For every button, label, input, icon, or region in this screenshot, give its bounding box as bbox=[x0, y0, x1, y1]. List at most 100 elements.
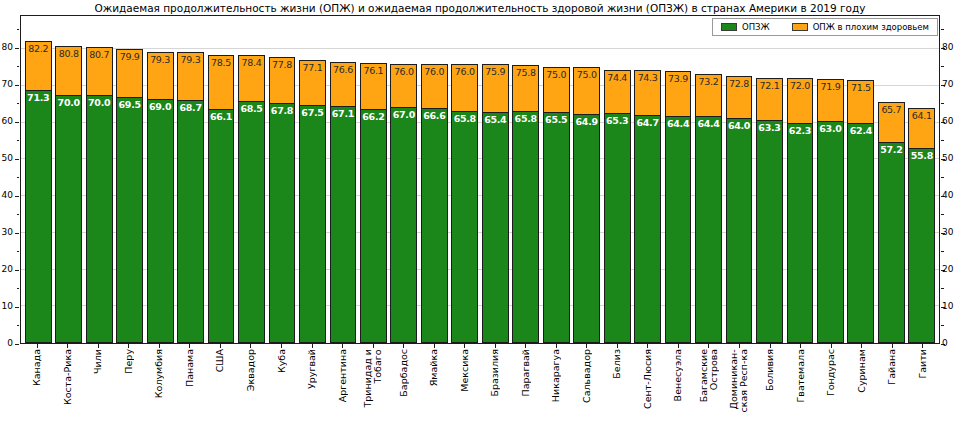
bar-segment-unhealthy: 74.3 bbox=[634, 70, 661, 116]
bar-segment-unhealthy: 77.8 bbox=[269, 57, 296, 104]
bar-slot: 76.066.6 bbox=[419, 16, 449, 343]
x-label-slot: Мексика bbox=[449, 349, 480, 426]
y-minor-tick bbox=[941, 251, 944, 252]
x-label-slot: Ямайка bbox=[419, 349, 450, 426]
x-axis-label: Аргентина bbox=[338, 349, 348, 402]
bar-segment-healthy: 69.0 bbox=[147, 100, 174, 343]
bar-segment-healthy: 69.5 bbox=[116, 98, 143, 343]
bar-total-label: 78.5 bbox=[209, 56, 234, 68]
legend-item: ОПЗЖ bbox=[721, 22, 770, 32]
x-axis-label: Гаити bbox=[918, 349, 928, 379]
y-tick bbox=[15, 270, 19, 271]
x-tick bbox=[525, 344, 526, 348]
bar-segment-unhealthy: 80.7 bbox=[86, 47, 113, 97]
x-tick bbox=[617, 344, 618, 348]
x-label-slot: Коста-Рика bbox=[53, 349, 84, 426]
x-tick bbox=[434, 344, 435, 348]
bar-segment-healthy: 65.5 bbox=[543, 113, 570, 343]
bar: 73.964.4 bbox=[665, 71, 692, 343]
bar-segment-healthy: 67.1 bbox=[330, 107, 357, 343]
bar-total-label: 76.0 bbox=[391, 65, 416, 77]
bar-total-label: 74.3 bbox=[635, 71, 660, 83]
x-tick bbox=[922, 344, 923, 348]
x-tick-slot bbox=[83, 344, 114, 348]
bar-total-label: 65.7 bbox=[879, 103, 904, 115]
y-tick bbox=[15, 196, 19, 197]
x-tick-slot bbox=[266, 344, 297, 348]
y-tick bbox=[15, 344, 19, 345]
bar-segment-healthy: 64.7 bbox=[634, 116, 661, 343]
bar-segment-healthy: 62.4 bbox=[847, 124, 874, 343]
x-tick-slot bbox=[388, 344, 419, 348]
x-tick-slot bbox=[327, 344, 358, 348]
x-tick bbox=[312, 344, 313, 348]
bar: 78.566.1 bbox=[208, 55, 235, 343]
legend-swatch-green bbox=[721, 23, 737, 31]
bar-segment-unhealthy: 79.3 bbox=[147, 52, 174, 100]
x-tick bbox=[281, 344, 282, 348]
x-tick-slot bbox=[785, 344, 816, 348]
x-label-slot: Панама bbox=[175, 349, 206, 426]
bar-segment-healthy: 64.4 bbox=[695, 117, 722, 343]
bar-segment-healthy: 57.2 bbox=[878, 143, 905, 343]
bar-slot: 76.065.8 bbox=[450, 16, 480, 343]
x-tick-slot bbox=[755, 344, 786, 348]
bar-slot: 79.969.5 bbox=[114, 16, 144, 343]
y-tick-label: 20 bbox=[942, 264, 960, 275]
x-axis-label: Доминикан- ская Респ-ка bbox=[729, 349, 749, 413]
y-tick-label: 70 bbox=[942, 79, 960, 90]
bar-segment-unhealthy: 80.8 bbox=[55, 46, 82, 96]
bar-segment-healthy: 70.0 bbox=[55, 96, 82, 343]
x-axis-labels: КанадаКоста-РикаЧилиПеруКолумбияПанамаСШ… bbox=[20, 349, 940, 426]
bar-healthy-label: 68.7 bbox=[178, 101, 203, 113]
bar-healthy-label: 57.2 bbox=[879, 143, 904, 155]
bar-segment-unhealthy: 76.1 bbox=[360, 63, 387, 110]
x-axis-label: Барбадос bbox=[399, 349, 409, 397]
x-axis-label: Гондурас bbox=[826, 349, 836, 396]
x-tick bbox=[98, 344, 99, 348]
x-label-slot: Сальвадор bbox=[572, 349, 603, 426]
x-label-slot: Перу bbox=[114, 349, 145, 426]
bar-total-label: 75.0 bbox=[574, 68, 599, 80]
x-tick-slot bbox=[22, 344, 53, 348]
bar-slot: 82.271.3 bbox=[23, 16, 53, 343]
bar-total-label: 73.9 bbox=[666, 72, 691, 84]
bar-slot: 71.963.0 bbox=[815, 16, 845, 343]
bar-slot: 76.067.0 bbox=[389, 16, 419, 343]
x-axis-label: Чили bbox=[93, 349, 103, 374]
bar-segment-unhealthy: 76.0 bbox=[390, 64, 417, 108]
x-label-slot: Канада bbox=[22, 349, 53, 426]
y-tick bbox=[15, 48, 19, 49]
bar-segment-healthy: 62.3 bbox=[787, 124, 814, 343]
y-minor-tick bbox=[17, 251, 20, 252]
bar-segment-unhealthy: 71.5 bbox=[847, 80, 874, 124]
bar-total-label: 76.0 bbox=[452, 65, 477, 77]
x-label-slot: Сент-Люсия bbox=[633, 349, 664, 426]
bar-healthy-label: 64.4 bbox=[696, 117, 721, 129]
x-tick bbox=[128, 344, 129, 348]
y-tick-label: 50 bbox=[942, 153, 960, 164]
x-tick-slot bbox=[53, 344, 84, 348]
x-tick-slot bbox=[816, 344, 847, 348]
x-axis-label: Багамские Острова bbox=[699, 349, 719, 402]
bar: 64.155.8 bbox=[908, 108, 935, 344]
x-axis-label: Канада bbox=[32, 349, 42, 386]
bar-slot: 73.264.4 bbox=[693, 16, 723, 343]
bar: 72.062.3 bbox=[787, 78, 814, 343]
bar-slot: 72.864.0 bbox=[724, 16, 754, 343]
bar-healthy-label: 64.9 bbox=[574, 115, 599, 127]
y-tick bbox=[15, 159, 19, 160]
x-label-slot: США bbox=[205, 349, 236, 426]
bar-total-label: 78.4 bbox=[239, 56, 264, 68]
bar-slot: 74.3 64.7 bbox=[632, 16, 662, 343]
bar-total-label: 74.4 bbox=[605, 71, 630, 83]
x-tick-slot bbox=[602, 344, 633, 348]
bars-container: 82.271.380.870.080.770.079.969.579.369.0… bbox=[21, 16, 939, 343]
bar-total-label: 79.3 bbox=[178, 53, 203, 65]
y-minor-tick bbox=[17, 288, 20, 289]
bar-total-label: 75.8 bbox=[513, 66, 538, 78]
x-axis-label: Бразилия bbox=[490, 349, 500, 397]
x-tick-slot bbox=[511, 344, 542, 348]
bar-total-label: 79.3 bbox=[148, 53, 173, 65]
y-tick-label: 10 bbox=[0, 301, 13, 312]
